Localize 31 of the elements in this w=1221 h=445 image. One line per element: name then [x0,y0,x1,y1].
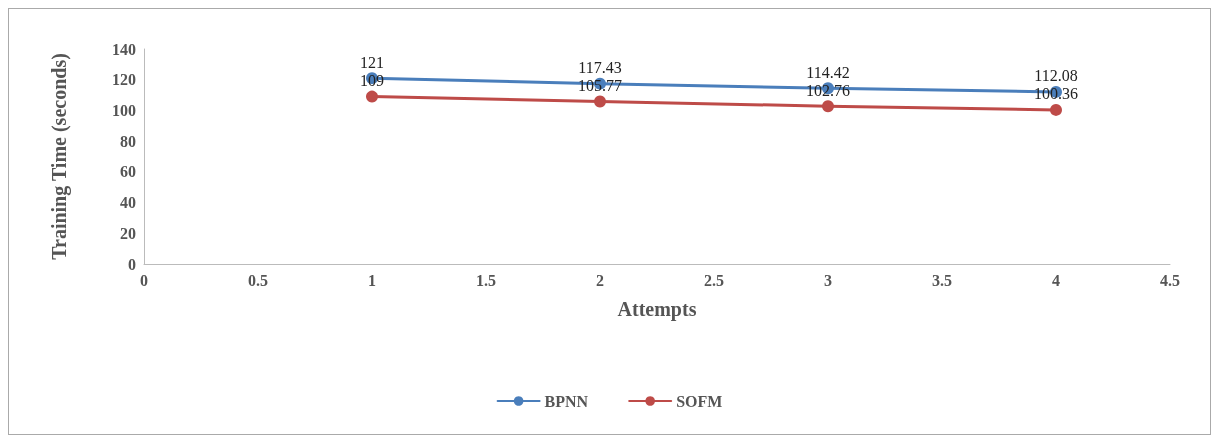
point [822,100,834,113]
y-tick-label: 60 [120,163,136,181]
x-tick-label: 4.5 [1160,271,1180,289]
y-tick-label: 140 [112,40,136,58]
x-tick-label: 3.5 [932,271,952,289]
y-tick-label: 80 [120,132,136,150]
x-tick-label: 2.5 [704,271,724,289]
legend-label: BPNN [544,392,589,410]
x-tick-label: 1.5 [476,271,496,289]
data-label: 114.42 [806,63,850,81]
x-tick-label: 0.5 [248,271,268,289]
x-tick-label: 2 [596,271,604,289]
data-label: 117.43 [578,59,622,77]
data-label: 105.77 [578,77,622,95]
y-tick-label: 100 [112,101,136,119]
point [594,95,606,108]
y-tick-label: 40 [120,194,136,212]
y-tick-label: 120 [112,71,136,89]
y-tick-label: 0 [128,255,136,273]
point [1050,103,1062,116]
y-tick-label: 20 [120,224,136,242]
y-axis-title: Training Time (seconds) [48,53,71,260]
data-label: 112.08 [1034,67,1078,85]
legend-label: SOFM [676,392,723,410]
x-tick-label: 0 [140,271,148,289]
data-label: 121 [360,53,384,71]
point [366,90,378,103]
x-tick-label: 1 [368,271,376,289]
x-tick-label: 4 [1052,271,1060,289]
x-tick-label: 3 [824,271,832,289]
x-axis-title: Attempts [617,298,697,321]
